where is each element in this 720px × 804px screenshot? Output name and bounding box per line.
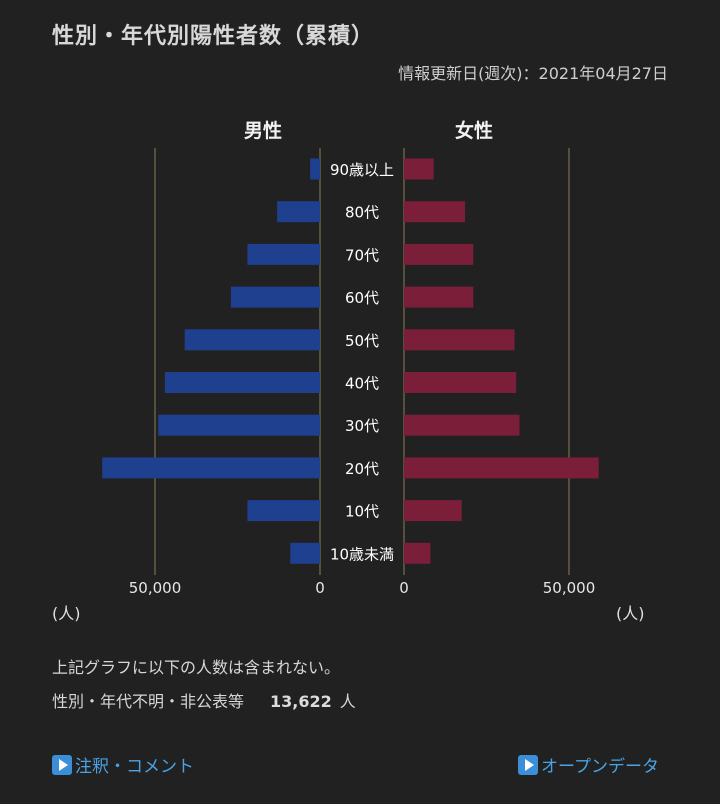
female-bar xyxy=(404,329,515,351)
age-category-label: 90歳以上 xyxy=(330,161,394,179)
female-bar xyxy=(404,500,462,522)
female-bar xyxy=(404,201,466,223)
male-bar xyxy=(158,414,320,436)
male-bar xyxy=(247,500,320,522)
age-category-label: 60代 xyxy=(345,289,379,307)
age-category-label: 80代 xyxy=(345,204,379,222)
x-tick-label: 0 xyxy=(399,579,409,597)
male-bar xyxy=(230,286,320,308)
male-bar xyxy=(277,201,320,223)
female-bar xyxy=(404,243,474,265)
x-tick-label: 50,000 xyxy=(543,579,596,597)
note-text: 上記グラフに以下の人数は含まれない。 xyxy=(52,658,341,677)
annotation-link-label: 注釈・コメント xyxy=(75,757,194,777)
female-bar xyxy=(404,542,431,564)
age-category-label: 30代 xyxy=(345,417,379,435)
male-bar xyxy=(164,372,320,393)
annotation-link[interactable]: 注釈・コメント xyxy=(52,752,194,777)
opendata-link[interactable]: オープンデータ xyxy=(518,752,659,777)
male-bar xyxy=(102,457,320,479)
population-pyramid-chart: 男性 女性 90歳以上 80代 70代 60代 50代 40代 30代 20代 10代 10歳未満 50… xyxy=(102,119,599,597)
page-title: 性別・年代別陽性者数（累積） xyxy=(52,24,375,49)
female-bar xyxy=(404,286,474,308)
age-category-label: 10歳未満 xyxy=(330,545,394,563)
male-side-label: 男性 xyxy=(244,119,282,142)
unit-label-right: (人) xyxy=(616,604,645,623)
opendata-link-label: オープンデータ xyxy=(541,757,659,777)
female-side-label: 女性 xyxy=(455,119,493,142)
play-icon xyxy=(518,754,538,775)
male-bar xyxy=(290,542,320,564)
unit-label-left: (人) xyxy=(52,604,81,623)
female-bar xyxy=(404,372,517,393)
age-category-label: 50代 xyxy=(345,332,379,350)
x-tick-label: 0 xyxy=(315,579,325,597)
female-bar xyxy=(404,414,520,436)
age-category-label: 40代 xyxy=(345,375,379,393)
age-category-label: 20代 xyxy=(345,460,379,478)
male-bar xyxy=(184,329,320,351)
female-bar xyxy=(404,158,434,180)
male-bar xyxy=(247,243,320,265)
update-date: 情報更新日(週次)：2021年04月27日 xyxy=(398,64,668,83)
age-category-label: 10代 xyxy=(345,503,379,521)
play-icon xyxy=(52,754,72,775)
age-category-label: 70代 xyxy=(345,246,379,264)
unknown-count-label: 性別・年代不明・非公表等 xyxy=(52,692,245,711)
male-bar xyxy=(310,158,320,180)
unknown-count-unit: 人 xyxy=(339,692,356,711)
unknown-count-row: 性別・年代不明・非公表等 13,622 人 xyxy=(52,688,356,712)
unknown-count-value: 13,622 xyxy=(270,692,332,711)
female-bar xyxy=(404,457,599,479)
x-tick-label: 50,000 xyxy=(129,579,182,597)
